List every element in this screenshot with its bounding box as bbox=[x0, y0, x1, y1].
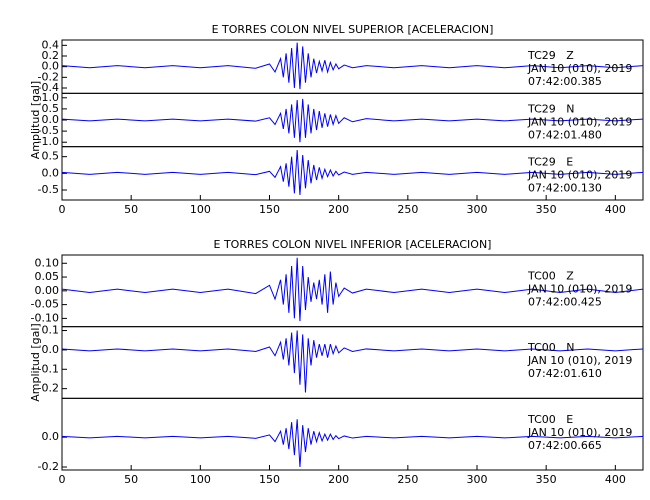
y-tick-label: -0.2 bbox=[38, 460, 59, 473]
x-tick-label: 50 bbox=[124, 203, 138, 216]
y-tick-label: 0.1 bbox=[42, 324, 60, 337]
y-tick-label: 0.0 bbox=[42, 430, 60, 443]
time-label: 07:42:00.425 bbox=[528, 296, 602, 309]
y-axis-label: Amplitud [gal] bbox=[29, 81, 42, 159]
station-label: TC00 E bbox=[527, 413, 573, 426]
x-tick-label: 300 bbox=[467, 473, 488, 486]
x-tick-label: 100 bbox=[190, 203, 211, 216]
waveform bbox=[61, 419, 644, 468]
waveform bbox=[61, 149, 644, 196]
y-tick-label: 0.0 bbox=[42, 166, 60, 179]
x-tick-label: 300 bbox=[467, 203, 488, 216]
date-label: JAN 10 (010), 2019 bbox=[527, 283, 632, 296]
x-tick-label: 250 bbox=[397, 473, 418, 486]
subplot-frame bbox=[61, 397, 644, 471]
waveform bbox=[61, 98, 644, 143]
time-label: 07:42:00.665 bbox=[528, 439, 602, 452]
y-tick-label: 0.0 bbox=[42, 343, 60, 356]
date-label: JAN 10 (010), 2019 bbox=[527, 169, 632, 182]
x-tick-label: 350 bbox=[536, 473, 557, 486]
x-tick-label: 150 bbox=[259, 203, 280, 216]
station-label: TC29 N bbox=[527, 102, 574, 115]
chart-title: E TORRES COLON NIVEL INFERIOR [ACELERACI… bbox=[214, 238, 492, 251]
waveform bbox=[61, 330, 644, 393]
time-label: 07:42:01.480 bbox=[528, 128, 602, 141]
x-tick-label: 250 bbox=[397, 203, 418, 216]
x-tick-label: 400 bbox=[605, 473, 626, 486]
waveform bbox=[61, 257, 644, 322]
time-label: 07:42:01.610 bbox=[528, 367, 602, 380]
station-label: TC29 Z bbox=[527, 49, 574, 62]
y-tick-label: 0.10 bbox=[35, 256, 60, 269]
date-label: JAN 10 (010), 2019 bbox=[527, 426, 632, 439]
y-axis-label: Amplitud [gal] bbox=[29, 323, 42, 401]
time-label: 07:42:00.385 bbox=[528, 75, 602, 88]
x-tick-label: 150 bbox=[259, 473, 280, 486]
date-label: JAN 10 (010), 2019 bbox=[527, 354, 632, 367]
x-tick-label: 400 bbox=[605, 203, 626, 216]
time-label: 07:42:00.130 bbox=[528, 182, 602, 195]
y-tick-label: -0.5 bbox=[38, 183, 59, 196]
y-tick-label: 0.0 bbox=[42, 113, 60, 126]
y-tick-label: -0.4 bbox=[38, 81, 59, 94]
y-tick-label: -0.10 bbox=[31, 311, 59, 324]
y-tick-label: 1.0 bbox=[42, 91, 60, 104]
chart-title: E TORRES COLON NIVEL SUPERIOR [ACELERACI… bbox=[212, 23, 494, 36]
y-tick-label: 0.0 bbox=[42, 60, 60, 73]
y-tick-label: 0.2 bbox=[42, 49, 60, 62]
y-tick-label: 0.5 bbox=[42, 102, 60, 115]
y-tick-label: -0.05 bbox=[31, 298, 59, 311]
station-label: TC00 Z bbox=[527, 270, 574, 283]
y-tick-label: -0.1 bbox=[38, 362, 59, 375]
y-tick-label: 0.4 bbox=[42, 38, 60, 51]
x-tick-label: 50 bbox=[124, 473, 138, 486]
station-label: TC29 E bbox=[527, 156, 573, 169]
y-tick-label: -0.2 bbox=[38, 382, 59, 395]
x-tick-label: 200 bbox=[328, 203, 349, 216]
y-tick-label: -0.2 bbox=[38, 70, 59, 83]
y-tick-label: 0.5 bbox=[42, 150, 60, 163]
y-tick-label: 0.05 bbox=[35, 270, 60, 283]
date-label: JAN 10 (010), 2019 bbox=[527, 115, 632, 128]
date-label: JAN 10 (010), 2019 bbox=[527, 62, 632, 75]
y-tick-label: -0.5 bbox=[38, 124, 59, 137]
y-tick-label: -1.0 bbox=[38, 135, 59, 148]
station-label: TC00 N bbox=[527, 341, 574, 354]
y-tick-label: 0.00 bbox=[35, 284, 60, 297]
waveform bbox=[61, 42, 644, 90]
x-tick-label: 0 bbox=[59, 203, 66, 216]
x-tick-label: 200 bbox=[328, 473, 349, 486]
x-tick-label: 100 bbox=[190, 473, 211, 486]
x-tick-label: 350 bbox=[536, 203, 557, 216]
x-tick-label: 0 bbox=[59, 473, 66, 486]
